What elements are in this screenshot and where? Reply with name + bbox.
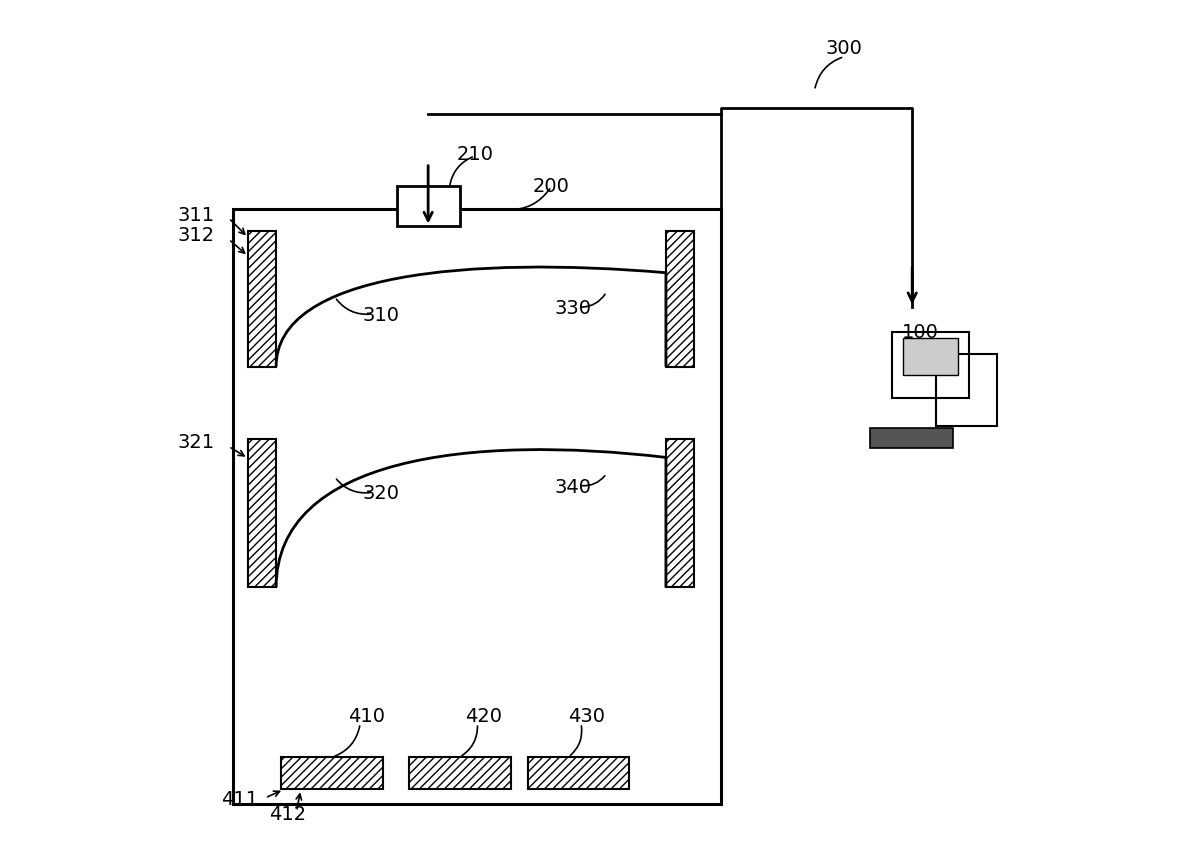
Text: 210: 210 [456, 145, 493, 164]
Text: 311: 311 [177, 206, 215, 225]
Text: 320: 320 [363, 485, 400, 504]
Text: 310: 310 [363, 306, 400, 325]
Text: 330: 330 [554, 299, 591, 319]
Bar [232, 210, 722, 804]
Text: 321: 321 [177, 434, 215, 452]
Text: 200: 200 [533, 177, 569, 196]
Bar [666, 231, 694, 366]
Text: 312: 312 [177, 227, 215, 245]
Text: 430: 430 [568, 707, 606, 726]
Bar [666, 439, 694, 587]
Text: 412: 412 [270, 805, 307, 825]
Bar [248, 439, 276, 587]
Text: 100: 100 [902, 323, 940, 343]
Text: 410: 410 [349, 707, 386, 726]
Text: 300: 300 [825, 38, 863, 58]
Bar [903, 338, 957, 375]
Text: 420: 420 [465, 707, 502, 726]
Bar [282, 757, 383, 790]
Bar [248, 231, 276, 366]
Text: 340: 340 [554, 478, 591, 497]
Bar [396, 186, 461, 227]
Bar [870, 428, 953, 447]
Bar [527, 757, 630, 790]
Text: 411: 411 [222, 790, 258, 809]
Bar [409, 757, 511, 790]
